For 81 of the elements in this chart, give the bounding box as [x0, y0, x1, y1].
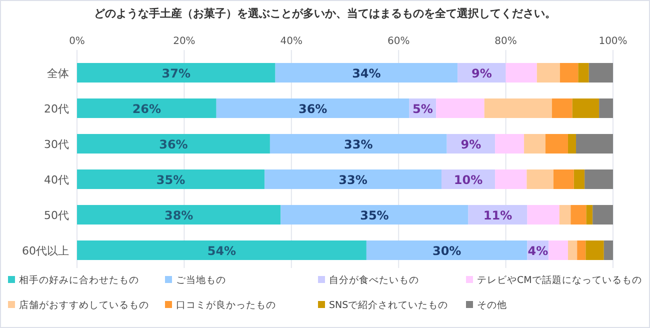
bar — [77, 98, 216, 118]
x-tick-label: 100% — [598, 36, 628, 47]
y-tick-label: 50代 — [44, 208, 69, 222]
bar — [554, 169, 574, 190]
bar — [495, 134, 524, 154]
data-label: 5% — [412, 102, 433, 116]
bar — [545, 134, 568, 154]
bar — [588, 62, 613, 83]
data-label: 54% — [207, 244, 236, 258]
y-tick-label: 40代 — [44, 173, 69, 186]
data-label: 11% — [483, 208, 512, 222]
legend-label: ご当地もの — [176, 274, 226, 286]
data-label: 35% — [156, 172, 186, 187]
data-label: 26% — [132, 102, 162, 116]
data-label: 33% — [338, 172, 368, 187]
bar — [599, 98, 613, 118]
bar — [586, 240, 604, 260]
data-label: 36% — [159, 137, 188, 152]
bar — [275, 62, 458, 83]
data-label: 9% — [471, 66, 492, 80]
data-label: 33% — [344, 137, 373, 152]
y-tick-label: 20代 — [44, 102, 69, 116]
bar — [559, 204, 571, 225]
bar — [536, 62, 560, 83]
data-label: 35% — [360, 208, 389, 222]
bar — [366, 240, 528, 260]
legend-label: 自分が食べたいもの — [329, 274, 419, 286]
data-label: 9% — [460, 137, 482, 152]
bar — [524, 134, 546, 154]
bar — [270, 134, 447, 154]
bar — [574, 169, 585, 190]
bar — [77, 134, 270, 154]
data-label: 36% — [298, 102, 328, 116]
chart-title: どのような手土産（お菓子）を選ぶことが多いか、当てはまるものを全て選択してください。 — [94, 7, 556, 20]
legend-label: その他 — [477, 299, 507, 311]
legend-label: SNSで紹介されていたもの — [329, 299, 448, 311]
bar — [592, 204, 613, 225]
bar — [576, 134, 613, 154]
bar — [436, 98, 484, 118]
legend-label: 店舗がおすすめしているもの — [19, 299, 149, 311]
bar — [577, 240, 586, 260]
bar — [527, 204, 560, 225]
bar — [77, 204, 281, 225]
bar — [560, 62, 578, 83]
bar — [77, 240, 366, 260]
x-tick-label: 80% — [494, 36, 517, 47]
legend-label: 相手の好みに合わせたもの — [19, 274, 139, 286]
data-label: 4% — [528, 244, 548, 258]
bar — [552, 98, 572, 118]
bar — [572, 98, 600, 118]
bar — [77, 169, 265, 190]
bar — [495, 169, 527, 190]
x-tick-label: 40% — [280, 36, 303, 47]
data-label: 10% — [454, 172, 483, 187]
bar — [548, 240, 568, 260]
data-label: 38% — [164, 208, 194, 222]
y-tick-label: 60代以上 — [22, 244, 69, 258]
bar — [568, 240, 578, 260]
bar — [526, 169, 554, 190]
y-tick-label: 30代 — [44, 138, 69, 151]
bar — [280, 204, 468, 225]
x-tick-label: 20% — [173, 36, 196, 47]
x-tick-label: 0% — [69, 36, 85, 47]
y-tick-label: 全体 — [47, 66, 69, 80]
bar — [506, 62, 537, 83]
bar — [77, 62, 276, 83]
bar — [568, 134, 576, 154]
bar — [484, 98, 552, 118]
legend-label: 口コミが良かったもの — [176, 299, 276, 311]
bar — [584, 169, 613, 190]
bar — [570, 204, 586, 225]
data-label: 30% — [432, 244, 462, 258]
bar — [216, 98, 410, 118]
legend-label: テレビやCMで話題になっているもの — [477, 274, 642, 286]
data-label: 34% — [352, 66, 381, 80]
bar — [578, 62, 589, 83]
data-label: 37% — [162, 66, 191, 80]
bar — [604, 240, 613, 260]
bar — [586, 204, 593, 225]
bar — [264, 169, 442, 190]
x-tick-label: 60% — [387, 36, 410, 47]
